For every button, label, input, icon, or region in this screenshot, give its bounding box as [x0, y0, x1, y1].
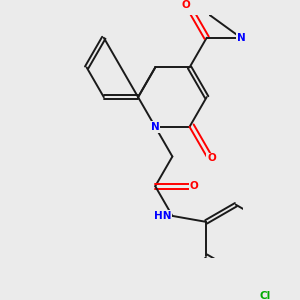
Text: N: N	[151, 122, 160, 132]
Text: HN: HN	[154, 211, 172, 221]
Text: O: O	[207, 153, 216, 164]
Text: O: O	[181, 0, 190, 10]
Text: N: N	[237, 33, 245, 43]
Text: O: O	[190, 181, 199, 191]
Text: Cl: Cl	[260, 291, 271, 300]
